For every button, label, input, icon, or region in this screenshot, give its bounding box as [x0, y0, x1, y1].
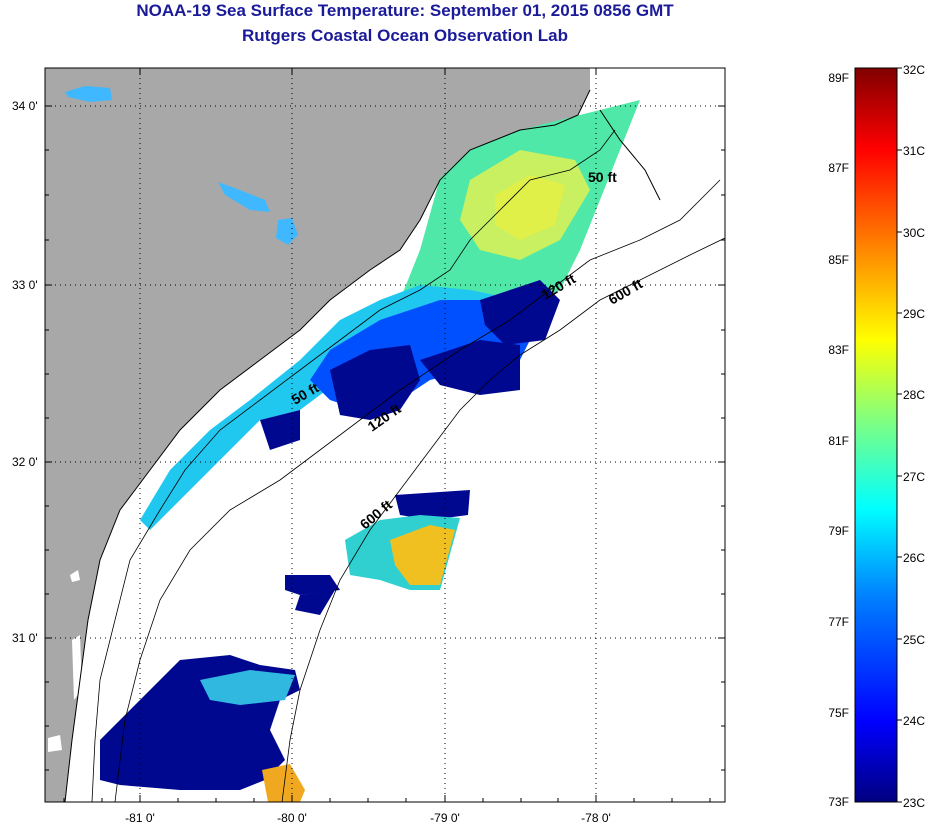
- x-tick-label: -81 0': [125, 811, 155, 825]
- y-tick-label: 34 0': [12, 99, 38, 113]
- colorbar-f-label: 77F: [828, 615, 849, 629]
- y-tick-label: 31 0': [12, 631, 38, 645]
- colorbar-f-label: 75F: [828, 706, 849, 720]
- colorbar-f-label: 83F: [828, 343, 849, 357]
- colorbar-c-label: 23C: [903, 796, 925, 810]
- contour-600ft: [281, 237, 725, 802]
- colorbar-ticks: [897, 67, 902, 803]
- contour-label-1: 50 ft: [588, 169, 617, 185]
- contour-50ft: [91, 129, 616, 802]
- map-frame: [44, 67, 726, 803]
- sst-data-layer: [48, 86, 640, 802]
- colorbar-c-label: 29C: [903, 307, 925, 321]
- axis-ticks: [45, 68, 725, 802]
- coastline: [64, 89, 591, 802]
- colorbar-f-label: 87F: [828, 161, 849, 175]
- colorbar-c-label: 32C: [903, 63, 925, 77]
- colorbar-f-labels: 89F 87F 85F 83F 81F 79F 77F 75F 73F: [828, 71, 849, 809]
- colorbar-f-label: 81F: [828, 434, 849, 448]
- map-subtitle: Rutgers Coastal Ocean Observation Lab: [242, 26, 568, 45]
- colorbar-c-label: 31C: [903, 144, 925, 158]
- land-mass: [45, 68, 590, 802]
- colorbar-c-label: 25C: [903, 633, 925, 647]
- colorbar-f-label: 79F: [828, 524, 849, 538]
- y-tick-label: 32 0': [12, 455, 38, 469]
- x-tick-label: -79 0': [430, 811, 460, 825]
- x-tick-label: -78 0': [581, 811, 611, 825]
- colorbar-f-label: 89F: [828, 71, 849, 85]
- colorbar-c-label: 28C: [903, 388, 925, 402]
- colorbar-c-label: 30C: [903, 226, 925, 240]
- colorbar-c-labels: 32C 31C 30C 29C 28C 27C 26C 25C 24C 23C: [903, 63, 925, 810]
- contour-120ft: [114, 179, 721, 802]
- colorbar-c-label: 24C: [903, 714, 925, 728]
- colorbar: [854, 67, 898, 803]
- map-title: NOAA-19 Sea Surface Temperature: Septemb…: [136, 1, 674, 20]
- graticule: [45, 68, 725, 802]
- colorbar-c-label: 26C: [903, 551, 925, 565]
- colorbar-c-label: 27C: [903, 470, 925, 484]
- x-tick-label: -80 0': [277, 811, 307, 825]
- y-tick-label: 33 0': [12, 278, 38, 292]
- colorbar-f-label: 85F: [828, 253, 849, 267]
- colorbar-f-label: 73F: [828, 795, 849, 809]
